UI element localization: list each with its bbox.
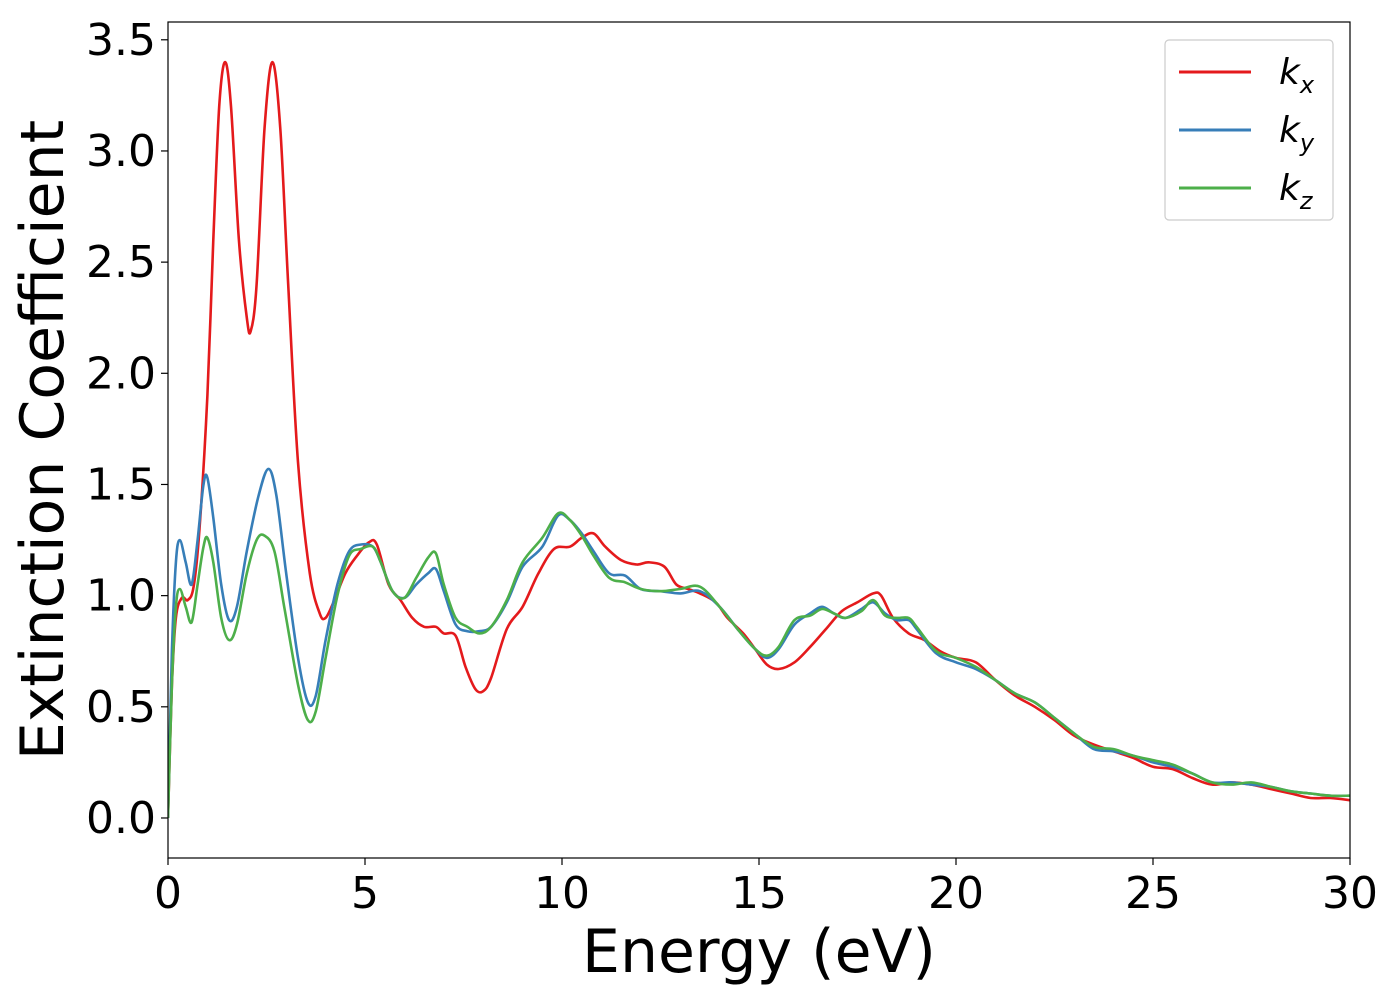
y-tick-label: 2.5 [86,237,156,288]
series-layer [168,60,1350,819]
y-tick-label: 1.5 [86,459,156,510]
x-tick-label: 0 [154,868,182,919]
legend: kx ky kz [1164,39,1334,221]
x-tick-label: 15 [731,868,787,919]
series-line-x [168,60,1350,819]
y-axis: 0.0 0.5 1.0 1.5 2.0 2.5 3.0 3.5 [86,15,168,844]
series-line-z [168,511,1350,819]
x-tick-label: 20 [928,868,984,919]
y-tick-label: 3.5 [86,15,156,66]
y-axis-title: Extinction Coefficient [8,120,78,760]
y-tick-label: 3.0 [86,126,156,177]
x-tick-label: 25 [1125,868,1181,919]
y-tick-label: 2.0 [86,348,156,399]
legend-label: kz [1279,168,1314,215]
legend-label: ky [1279,110,1315,157]
y-tick-label: 0.0 [86,793,156,844]
legend-item-z: kz [1179,168,1314,215]
x-axis-title: Energy (eV) [582,917,936,987]
legend-item-y: ky [1179,110,1315,157]
x-tick-label: 10 [534,868,590,919]
x-tick-label: 5 [351,868,379,919]
y-tick-label: 0.5 [86,682,156,733]
legend-label: kx [1279,52,1315,99]
y-tick-label: 1.0 [86,571,156,622]
x-tick-label: 30 [1322,868,1378,919]
x-axis: 0 5 10 15 20 25 30 [154,858,1378,919]
legend-item-x: kx [1179,52,1315,99]
